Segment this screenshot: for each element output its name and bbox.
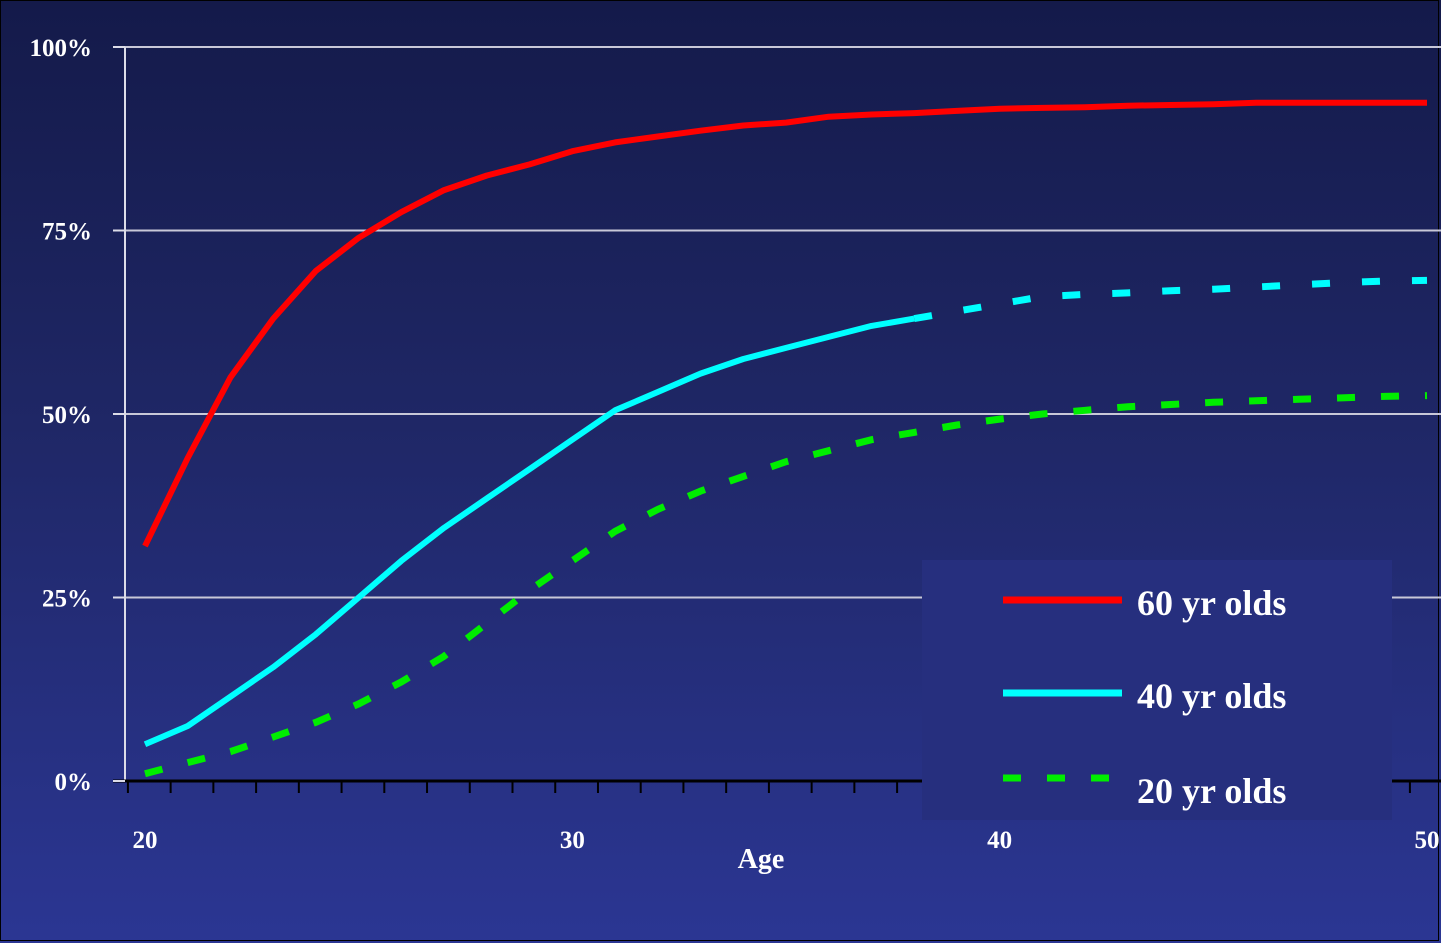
x-tick-label: 20 <box>133 827 158 854</box>
y-tick-label: 100% <box>30 35 93 62</box>
legend-label-60-yr-olds: 60 yr olds <box>1137 583 1286 623</box>
legend-label-20-yr-olds: 20 yr olds <box>1137 771 1286 811</box>
y-tick-label: 25% <box>42 586 92 613</box>
series-projection-40-yr-olds <box>913 276 1428 323</box>
x-axis-title: Age <box>738 844 785 875</box>
legend: 60 yr olds 40 yr olds 20 yr olds <box>922 560 1392 820</box>
legend-label-40-yr-olds: 40 yr olds <box>1137 676 1286 716</box>
y-tick-label: 0% <box>55 769 93 796</box>
gridlines <box>125 46 1441 599</box>
series-lines <box>142 99 1428 778</box>
y-tick-label: 50% <box>42 402 92 429</box>
series-line-20-yr-olds <box>144 392 1428 778</box>
x-tick-label: 50 <box>1415 827 1440 854</box>
series-line-40-yr-olds <box>143 315 915 748</box>
series-line-60-yr-olds <box>142 99 1427 548</box>
x-tick-label: 30 <box>560 827 585 854</box>
legend-background <box>922 560 1392 820</box>
y-tick-label: 75% <box>42 219 92 246</box>
x-tick-label: 40 <box>987 827 1012 854</box>
axes: 0% 25% 50% 75% 100% 20 30 40 50 <box>30 35 1441 854</box>
